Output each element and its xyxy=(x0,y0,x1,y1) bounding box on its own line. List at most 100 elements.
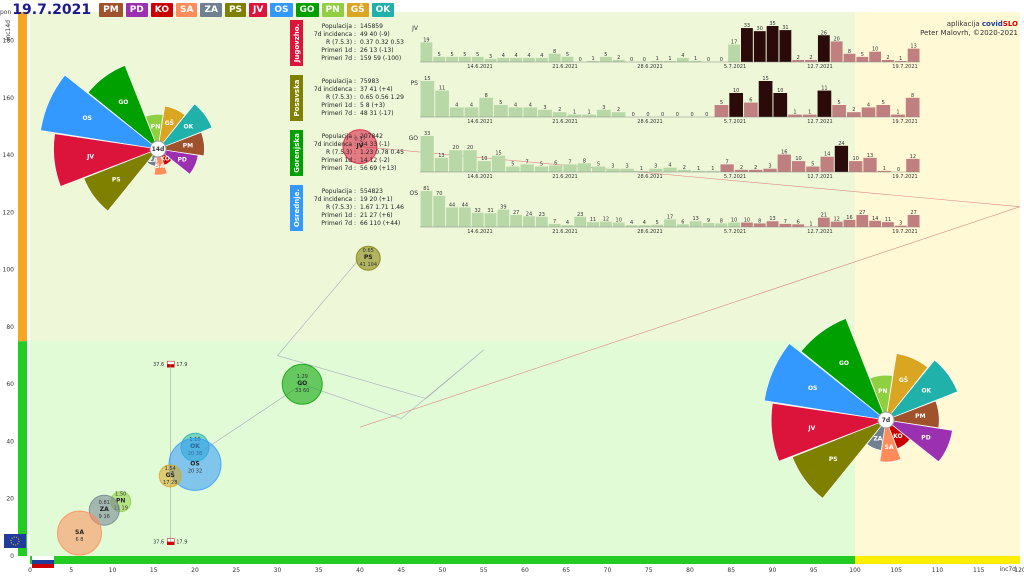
panel-bar-label: 2 xyxy=(740,165,743,171)
panel-bar xyxy=(548,53,561,62)
panel-stat-value: 145859 xyxy=(360,23,383,30)
bubble-value-label: 33 60 xyxy=(295,388,309,394)
panel-bar xyxy=(561,225,574,227)
axis-bar-bottom-yellow xyxy=(855,556,1020,564)
panel-date-label: 19.7.2021 xyxy=(892,174,917,180)
panel-code-label: JV xyxy=(411,25,419,32)
panel-bar xyxy=(567,114,582,117)
panel-date-label: 28.6.2021 xyxy=(637,119,662,125)
rose-7d-slice-pm xyxy=(884,400,940,429)
panel-bar-label: 11 xyxy=(821,86,827,92)
legend-chip-pm: PM xyxy=(99,3,123,17)
panel-bar xyxy=(620,168,634,172)
panel-stat-value: 21 27 (+6) xyxy=(360,212,393,219)
legend-chip-jv: JV xyxy=(249,3,268,17)
legend-chip-gš: GŠ xyxy=(346,3,369,17)
panel-stat-label: Primeri 7d : xyxy=(321,220,356,227)
panel-bar xyxy=(763,168,777,172)
panel-bar-label: 5 xyxy=(656,220,659,226)
panel-bar xyxy=(484,58,497,62)
rose-7d-slice-label: PN xyxy=(878,388,887,395)
panel-date-label: 5.7.2021 xyxy=(724,64,746,70)
panel-bar xyxy=(449,107,464,117)
panel-stat-value: 66 110 (+44) xyxy=(360,220,400,227)
panel-bar xyxy=(549,165,563,172)
panel-bar xyxy=(773,93,788,117)
panel-bar-label: 10 xyxy=(733,88,739,94)
panel-bar-label: 10 xyxy=(795,156,801,162)
panel-bar-label: 15 xyxy=(424,76,430,82)
panel-bar-label: 1 xyxy=(591,56,594,62)
rose-7d-slice-pn xyxy=(869,374,893,422)
panel-bar-label: 20 xyxy=(453,145,459,151)
legend-chip-os: OS xyxy=(270,3,293,17)
panel-bar xyxy=(491,155,506,172)
panel-bar xyxy=(849,161,863,172)
panel-bar-label: 8 xyxy=(848,49,851,55)
panel-bar xyxy=(729,93,744,117)
panel-bar-label: 1 xyxy=(899,56,902,62)
panel-bar-label: 3 xyxy=(654,164,657,170)
panel-bar xyxy=(458,207,471,227)
panel-date-label: 14.6.2021 xyxy=(467,64,492,70)
panel-bar-label: 5 xyxy=(811,162,814,168)
panel-stat-value: 49 40 (-9) xyxy=(360,31,390,38)
panel-bar xyxy=(728,44,741,62)
legend-chip-sa: SA xyxy=(176,3,198,17)
panel-bar xyxy=(876,105,891,117)
panel-bar xyxy=(817,35,830,62)
panel-bar xyxy=(846,112,861,117)
panel-bar-label: 4 xyxy=(527,53,530,59)
panel-bar xyxy=(689,221,702,227)
panel-bar-label: 1 xyxy=(588,110,591,116)
x-tick-label: 65 xyxy=(562,567,570,574)
x-tick-label: 35 xyxy=(315,567,323,574)
rose-7d-slice-label: GO xyxy=(839,360,849,367)
panel-bar xyxy=(664,60,676,62)
axis-bar-orange xyxy=(18,12,27,342)
panel-bar-label: 0 xyxy=(632,112,635,118)
axis-bar-bottom-green xyxy=(30,556,855,564)
panel-date-label: 21.6.2021 xyxy=(552,229,577,235)
bubble-code-label: JV xyxy=(356,143,364,150)
panel-bar-label: 12 xyxy=(833,217,839,223)
panel-stat-value: 0.37 0.32 0.53 xyxy=(360,39,404,46)
panel-bar-label: 5 xyxy=(597,162,600,168)
panel-bar-label: 3 xyxy=(602,105,605,111)
panel-bar xyxy=(869,51,882,62)
si-flag-stripe-blue xyxy=(32,560,54,564)
y-tick-label: 20 xyxy=(6,496,14,503)
panel-bar xyxy=(464,107,479,117)
x-tick-label: 75 xyxy=(645,567,653,574)
panel-bar-label: 4 xyxy=(566,220,569,226)
panel-bar xyxy=(446,56,458,62)
rose-7d-slice-za xyxy=(866,418,887,451)
x-tick-label: 10 xyxy=(109,567,117,574)
x-tick-label: 55 xyxy=(480,567,488,574)
panel-bar-label: 0 xyxy=(646,112,649,118)
panel-bar-label: 33 xyxy=(424,131,430,137)
panel-bar-label: 35 xyxy=(769,21,775,27)
panel-date-label: 5.7.2021 xyxy=(724,119,746,125)
panel-stat-label: R (7.5.3) : xyxy=(326,94,356,101)
panel-bar-label: 20 xyxy=(833,36,839,42)
panel-bar-label: 2 xyxy=(852,107,855,113)
flag-icon-stripe xyxy=(167,541,175,545)
rose-7d-slice-label: OK xyxy=(921,387,931,394)
legend-chip-pd: PD xyxy=(125,3,148,17)
panel-bar-label: 31 xyxy=(782,25,788,31)
panel-bar xyxy=(663,167,677,172)
panel-bar-label: 3 xyxy=(489,54,492,60)
panel-bar-label: 4 xyxy=(540,53,543,59)
panel-bar-label: 5 xyxy=(463,52,466,58)
panel-bar xyxy=(779,30,792,62)
panel-bar-label: 15 xyxy=(495,151,501,157)
rose-14d-slice-label: PD xyxy=(177,157,186,164)
panel-bar-label: 21 xyxy=(821,213,827,219)
x-tick-label: 0 xyxy=(28,567,32,574)
panel-date-label: 14.6.2021 xyxy=(467,119,492,125)
panel-bar xyxy=(906,158,920,172)
panel-stat-label: Primeri 1d : xyxy=(321,157,356,164)
zone-lower-left xyxy=(30,341,855,556)
rose-7d-slice-label: SA xyxy=(885,444,894,451)
